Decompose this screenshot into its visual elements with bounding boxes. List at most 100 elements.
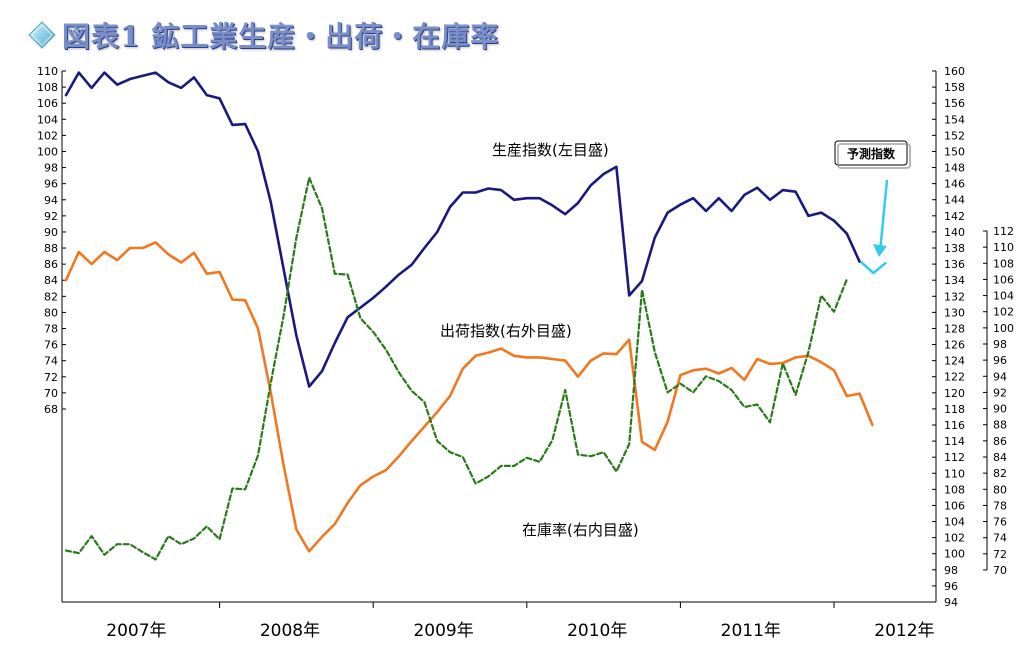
diamond-icon [28, 21, 56, 49]
right-outer-tick-label: 118 [944, 403, 965, 416]
right-inner-tick-label: 88 [993, 419, 1007, 432]
x-tick-label: 2008年 [260, 621, 320, 641]
right-outer-tick-label: 94 [944, 596, 958, 609]
right-inner-tick-label: 102 [993, 306, 1014, 319]
right-inner-tick-label: 104 [993, 290, 1014, 303]
right-outer-tick-label: 114 [944, 435, 965, 448]
series-lines [64, 71, 888, 561]
right-outer-tick-label: 120 [944, 387, 965, 400]
forecast-callout: 予測指数 [834, 140, 911, 257]
right-outer-tick-label: 110 [944, 467, 965, 480]
left-tick-label: 76 [44, 339, 58, 352]
right-inner-tick-label: 90 [993, 403, 1007, 416]
series-label-1: 出荷指数(右外目盛) [440, 322, 572, 340]
right-inner-tick-label: 84 [993, 451, 1007, 464]
left-tick-label: 78 [44, 323, 58, 336]
left-tick-label: 80 [44, 306, 58, 319]
right-outer-tick-label: 128 [944, 322, 965, 335]
right-outer-tick-label: 96 [944, 580, 958, 593]
series-line-1 [64, 241, 874, 553]
right-inner-tick-label: 94 [993, 370, 1007, 383]
left-tick-label: 68 [44, 403, 58, 416]
right-outer-tick-label: 138 [944, 242, 965, 255]
forecast-callout-box [834, 140, 908, 166]
right-inner-tick-label: 100 [993, 322, 1014, 335]
forecast-callout-label: 予測指数 [847, 146, 896, 161]
left-tick-label: 106 [37, 97, 58, 110]
x-tick-label: 2007年 [106, 621, 166, 641]
right-outer-tick-label: 148 [944, 162, 965, 175]
forecast-callout-shadow [837, 143, 911, 169]
right-inner-tick-label: 92 [993, 386, 1007, 399]
right-inner-tick-label: 108 [993, 257, 1014, 270]
right-outer-tick-label: 158 [944, 81, 965, 94]
left-tick-label: 108 [37, 81, 58, 94]
forecast-arrow-shaft [878, 179, 889, 253]
forecast-line [859, 260, 888, 275]
left-tick-label: 72 [44, 371, 58, 384]
series-labels: 生産指数(左目盛) 出荷指数(右外目盛) 在庫率(右内目盛) [440, 141, 639, 539]
right-outer-tick-label: 112 [944, 451, 965, 464]
right-inner-tick-label: 78 [993, 499, 1007, 512]
right-outer-tick-label: 116 [944, 419, 965, 432]
right-outer-tick-label: 136 [944, 258, 965, 271]
right-inner-tick-label: 110 [993, 241, 1014, 254]
left-tick-label: 96 [44, 178, 58, 191]
chart-title: 図表1 鉱工業生産・出荷・在庫率 [62, 20, 500, 53]
x-tick-label: 2009年 [413, 621, 473, 641]
right-outer-tick-label: 100 [944, 548, 965, 561]
x-tick-label: 2011年 [721, 621, 781, 641]
left-tick-label: 86 [44, 258, 58, 271]
right-inner-tick-label: 70 [993, 564, 1007, 577]
right-inner-tick-label: 106 [993, 273, 1014, 286]
right-outer-tick-label: 106 [944, 499, 965, 512]
right-outer-tick-label: 144 [944, 194, 965, 207]
right-inner-tick-label: 74 [993, 532, 1007, 545]
left-tick-label: 88 [44, 242, 58, 255]
left-tick-label: 100 [37, 145, 58, 158]
left-tick-label: 82 [44, 290, 58, 303]
axes: 68 70 72 74 76 78 80 82 84 86 88 90 92 94 96 98 100 102 10… [37, 65, 1014, 641]
series-label-0: 生産指数(左目盛) [492, 141, 609, 159]
right-inner-tick-label: 72 [993, 548, 1007, 561]
page-title: 図表1 鉱工業生産・出荷・在庫率 [28, 14, 499, 56]
series-label-2: 在庫率(右内目盛) [522, 521, 639, 539]
right-outer-tick-label: 126 [944, 339, 965, 352]
left-tick-label: 70 [44, 387, 58, 400]
left-tick-label: 102 [37, 129, 58, 142]
right-inner-tick-label: 112 [993, 225, 1014, 238]
left-tick-label: 84 [44, 274, 58, 287]
x-tick-label: 2010年 [567, 621, 627, 641]
right-outer-tick-label: 104 [944, 516, 965, 529]
right-outer-tick-label: 152 [944, 129, 965, 142]
right-outer-tick-label: 142 [944, 210, 965, 223]
right-outer-tick-label: 108 [944, 483, 965, 496]
forecast-arrow-head [873, 244, 887, 257]
series-line-0 [64, 71, 861, 388]
right-inner-tick-label: 76 [993, 516, 1007, 529]
series-line-2 [64, 176, 848, 561]
right-outer-tick-label: 146 [944, 178, 965, 191]
right-outer-tick-label: 134 [944, 274, 965, 287]
right-outer-tick-label: 140 [944, 226, 965, 239]
left-tick-label: 110 [37, 65, 58, 78]
left-tick-label: 94 [44, 194, 58, 207]
right-outer-tick-label: 156 [944, 97, 965, 110]
right-outer-tick-label: 150 [944, 145, 965, 158]
left-tick-label: 90 [44, 226, 58, 239]
right-inner-tick-label: 96 [993, 354, 1007, 367]
right-inner-tick-label: 98 [993, 338, 1007, 351]
right-inner-tick-label: 80 [993, 483, 1007, 496]
right-outer-tick-label: 160 [944, 65, 965, 78]
left-tick-label: 98 [44, 162, 58, 175]
right-inner-tick-label: 86 [993, 435, 1007, 448]
left-tick-label: 92 [44, 210, 58, 223]
right-outer-tick-label: 130 [944, 306, 965, 319]
left-tick-label: 74 [44, 355, 58, 368]
right-outer-tick-label: 102 [944, 532, 965, 545]
right-outer-tick-label: 132 [944, 290, 965, 303]
right-outer-tick-label: 122 [944, 371, 965, 384]
right-outer-tick-label: 124 [944, 355, 965, 368]
x-tick-label: 2012年 [874, 621, 934, 641]
